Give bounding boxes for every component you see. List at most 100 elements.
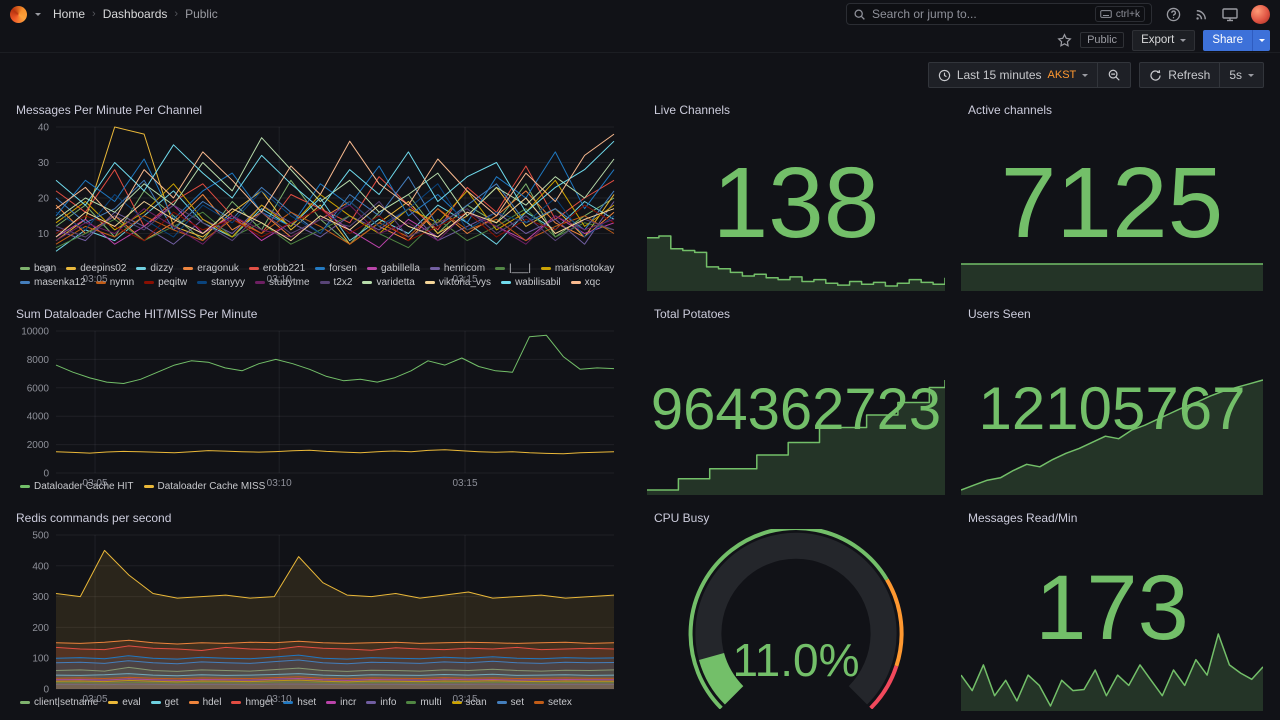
sparkline-chart	[961, 261, 1263, 291]
shortcut-badge: ctrl+k	[1094, 6, 1145, 22]
svg-text:03:05: 03:05	[83, 478, 108, 489]
legend-item[interactable]: eval	[108, 697, 141, 708]
series-color-swatch	[451, 701, 462, 704]
svg-text:20: 20	[38, 194, 50, 205]
svg-text:300: 300	[32, 592, 49, 603]
export-button[interactable]: Export	[1132, 29, 1196, 51]
panel-title[interactable]: CPU Busy	[654, 511, 710, 525]
legend-item[interactable]: nymn	[95, 277, 135, 288]
legend-label: viktoria_vys	[438, 277, 492, 288]
time-series-chart[interactable]: 0 2000 4000 6000 8000 10000 03:05 03:10 03:15	[16, 325, 624, 489]
legend-item[interactable]: info	[366, 697, 396, 708]
clock-icon	[938, 69, 951, 81]
legend-label: studytme	[268, 277, 310, 288]
time-series-chart[interactable]: 0 100 200 300 400 500 03:05 03:10 03:15	[16, 529, 624, 705]
legend-item[interactable]: setex	[534, 697, 572, 708]
keyboard-icon	[1100, 10, 1112, 18]
legend-item[interactable]: get	[150, 697, 179, 708]
share-split-button: Share	[1203, 29, 1270, 51]
legend-item[interactable]: client|setname	[20, 697, 98, 708]
legend-item[interactable]: bean	[20, 263, 56, 274]
search-input[interactable]: Search or jump to... ctrl+k	[846, 3, 1152, 25]
legend-label: Dataloader Cache MISS	[157, 481, 266, 492]
legend-item[interactable]: peqitw	[144, 277, 187, 288]
panel-messages-read: Messages Read/Min 173	[960, 504, 1264, 712]
legend-item[interactable]: viktoria_vys	[424, 277, 492, 288]
panel-title[interactable]: Users Seen	[968, 307, 1031, 321]
breadcrumb-dashboards[interactable]: Dashboards	[102, 7, 168, 21]
svg-text:0: 0	[43, 265, 49, 276]
legend-item[interactable]: dizzy	[136, 263, 173, 274]
series-color-swatch	[183, 267, 194, 270]
panel-title[interactable]: Redis commands per second	[16, 511, 172, 525]
legend-item[interactable]: marisnotokay	[540, 263, 614, 274]
legend-label: dizzy	[150, 263, 174, 274]
panel-dataloader-cache: Sum Dataloader Cache HIT/MISS Per Minute…	[8, 300, 632, 496]
legend-item[interactable]: eragonuk	[183, 263, 239, 274]
time-series-chart[interactable]: 0 10 20 30 40 03:05 03:10 03:15	[16, 121, 624, 285]
legend-item[interactable]: xqc	[570, 277, 600, 288]
series-color-swatch	[150, 701, 161, 704]
public-tag[interactable]: Public	[1080, 32, 1125, 48]
series-color-swatch	[108, 701, 119, 704]
legend-item[interactable]: erobb221	[248, 263, 305, 274]
zoom-out-button[interactable]	[1097, 63, 1130, 87]
stat-value: 12105767	[978, 375, 1246, 442]
panel-title[interactable]: Active channels	[968, 103, 1053, 117]
breadcrumb-separator: ›	[174, 8, 179, 20]
grafana-logo[interactable]	[10, 5, 27, 23]
share-dropdown-button[interactable]	[1252, 29, 1270, 51]
refresh-interval-dropdown[interactable]: 5s	[1219, 63, 1263, 87]
legend-item[interactable]: hset	[283, 697, 316, 708]
dashboard-actions-bar: Public Export Share	[0, 28, 1280, 53]
star-icon[interactable]	[1057, 32, 1072, 48]
refresh-button[interactable]: Refresh	[1140, 63, 1219, 87]
legend-item[interactable]: Dataloader Cache HIT	[20, 481, 134, 492]
legend-item[interactable]: henricom	[429, 263, 485, 274]
legend-label: nymn	[109, 277, 135, 288]
breadcrumb-home[interactable]: Home	[53, 7, 86, 21]
svg-text:8000: 8000	[27, 355, 50, 366]
legend-item[interactable]: incr	[326, 697, 356, 708]
legend-item[interactable]: |___|	[495, 263, 531, 274]
legend-item[interactable]: masenka12	[20, 277, 86, 288]
legend-item[interactable]: hdel	[188, 697, 221, 708]
legend-item[interactable]: gabillella	[366, 263, 420, 274]
refresh-group: Refresh 5s	[1139, 62, 1264, 88]
chevron-down-icon[interactable]	[35, 12, 41, 16]
series-color-swatch	[501, 281, 512, 284]
share-button[interactable]: Share	[1203, 29, 1252, 51]
legend-item[interactable]: scan	[451, 697, 487, 708]
legend-item[interactable]: studytme	[254, 277, 310, 288]
legend-item[interactable]: wabilisabil	[501, 277, 561, 288]
legend-item[interactable]: hmget	[231, 697, 273, 708]
legend-item[interactable]: deepins02	[66, 263, 126, 274]
legend-item[interactable]: varidetta	[362, 277, 415, 288]
panel-title[interactable]: Sum Dataloader Cache HIT/MISS Per Minute	[16, 307, 258, 321]
panel-title[interactable]: Total Potatoes	[654, 307, 731, 321]
legend-label: gabillella	[380, 263, 420, 274]
search-placeholder: Search or jump to...	[872, 7, 977, 21]
timezone-label: AKST	[1047, 69, 1077, 81]
legend-item[interactable]: Dataloader Cache MISS	[143, 481, 266, 492]
legend-label: scan	[465, 697, 487, 708]
legend-item[interactable]: stanyyy	[197, 277, 245, 288]
series-color-swatch	[429, 267, 440, 270]
svg-text:03:10: 03:10	[267, 694, 292, 705]
time-range-picker[interactable]: Last 15 minutes AKST	[929, 63, 1097, 87]
panel-title[interactable]: Live Channels	[654, 103, 731, 117]
avatar[interactable]	[1251, 4, 1270, 24]
panel-title[interactable]: Messages Per Minute Per Channel	[16, 103, 203, 117]
legend-item[interactable]: forsen	[315, 263, 357, 274]
legend-item[interactable]: t2x2	[319, 277, 352, 288]
series-color-swatch	[283, 701, 294, 704]
svg-text:0: 0	[43, 685, 49, 696]
series-color-swatch	[366, 701, 377, 704]
monitor-icon[interactable]	[1222, 7, 1238, 22]
rss-icon[interactable]	[1194, 7, 1209, 22]
series-color-swatch	[362, 281, 373, 284]
help-icon[interactable]	[1166, 7, 1181, 22]
legend-item[interactable]: set	[496, 697, 524, 708]
legend-item[interactable]: multi	[406, 697, 442, 708]
panel-title[interactable]: Messages Read/Min	[968, 511, 1078, 525]
